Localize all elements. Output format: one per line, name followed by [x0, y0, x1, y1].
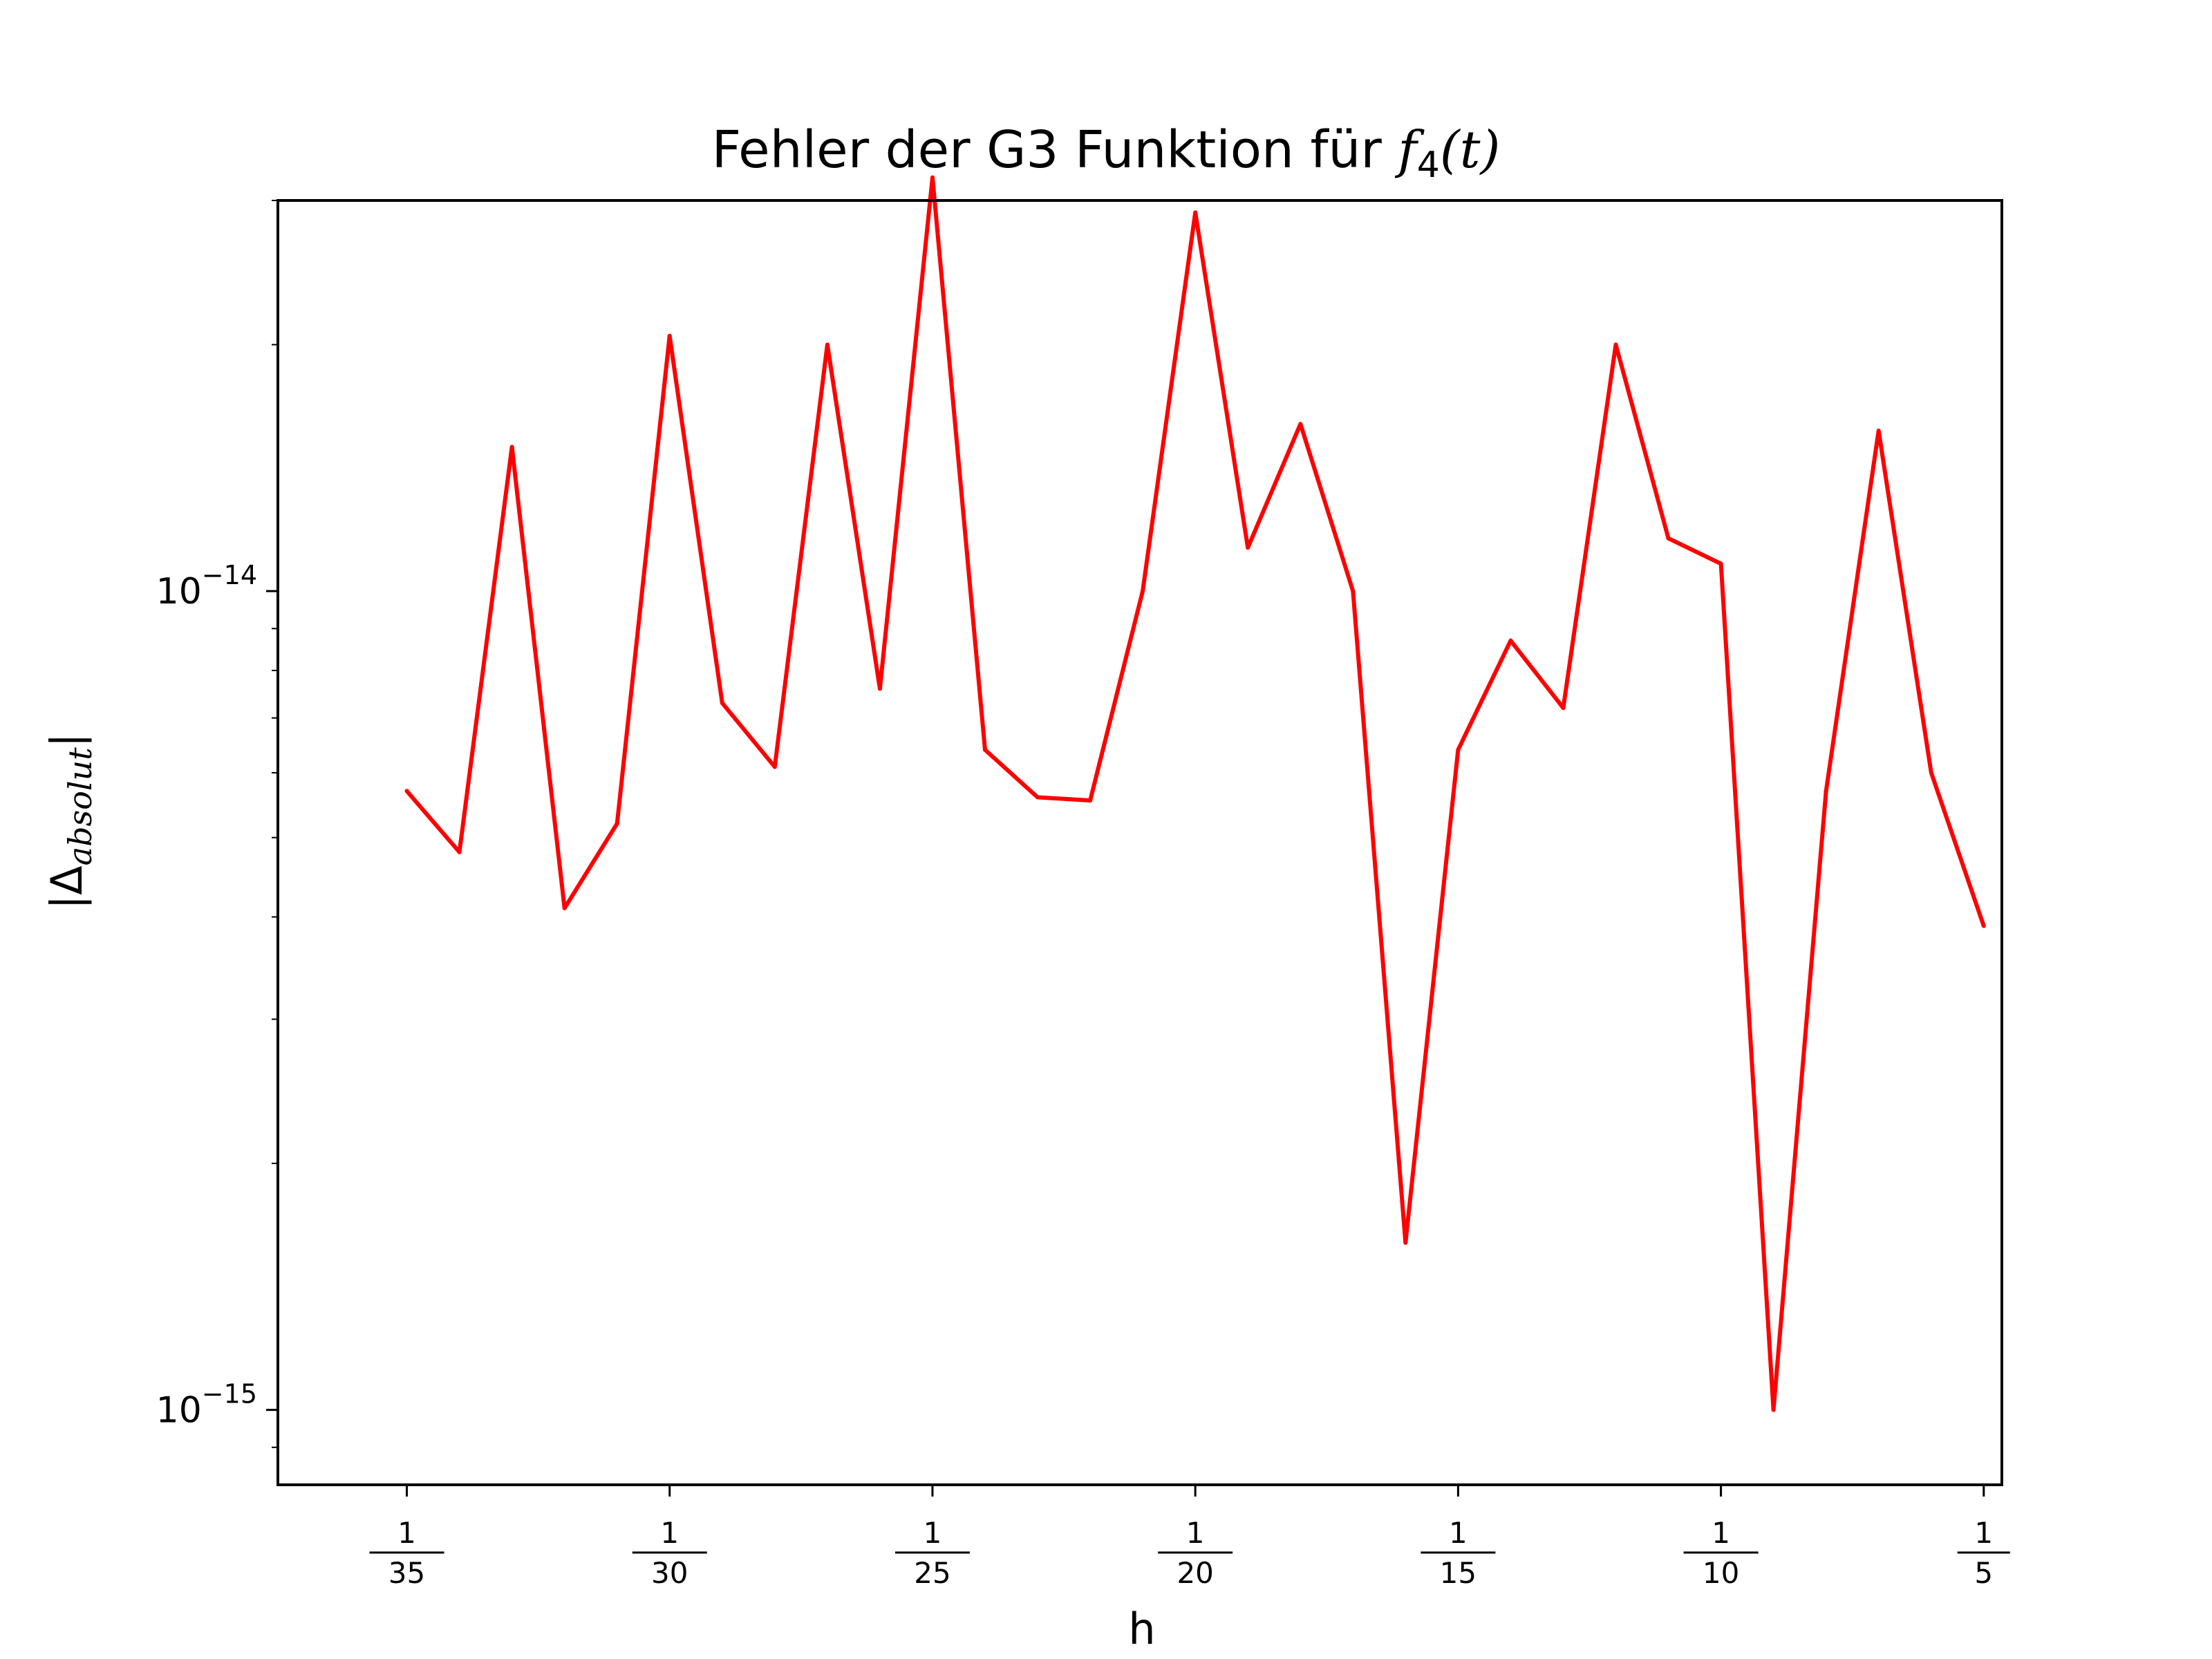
- data-point: [404, 789, 409, 794]
- data-point: [1403, 1240, 1408, 1245]
- x-tick-numerator: 1: [1712, 1516, 1730, 1550]
- x-tick-denominator: 20: [1177, 1556, 1213, 1590]
- x-tick: 15: [1957, 1485, 2010, 1590]
- chart-title-math-sub: 4: [1417, 144, 1440, 186]
- data-point: [720, 701, 724, 705]
- data-point: [1929, 770, 1933, 775]
- x-tick-denominator: 10: [1703, 1556, 1739, 1590]
- x-tick-numerator: 1: [660, 1516, 679, 1550]
- x-tick-denominator: 5: [1974, 1556, 1993, 1590]
- data-point: [1456, 747, 1461, 752]
- x-tick-denominator: 25: [914, 1556, 950, 1590]
- data-point: [983, 747, 987, 752]
- x-tick: 115: [1421, 1485, 1496, 1590]
- data-point: [615, 821, 619, 826]
- y-axis: 10−15 10−14: [156, 200, 278, 1448]
- x-tick: 135: [369, 1485, 444, 1590]
- plot-frame: [276, 199, 2003, 1486]
- y-tick-label: 10−15: [156, 1379, 257, 1432]
- y-tick: 10−15: [156, 1379, 278, 1432]
- data-point: [1876, 429, 1881, 433]
- x-tick: 130: [632, 1485, 707, 1590]
- data-point: [1613, 342, 1618, 347]
- data-point: [457, 850, 462, 854]
- data-point: [930, 175, 935, 180]
- data-point: [1246, 545, 1250, 550]
- x-tick: 120: [1158, 1485, 1233, 1590]
- data-point: [509, 444, 514, 449]
- y-tick: 10−14: [156, 560, 278, 612]
- x-tick: 110: [1683, 1485, 1759, 1590]
- data-point: [562, 906, 567, 910]
- data-point: [825, 342, 830, 347]
- data-point: [1193, 210, 1198, 215]
- data-point: [772, 765, 777, 769]
- data-point: [1771, 1407, 1776, 1412]
- x-tick-numerator: 1: [1974, 1516, 1993, 1550]
- x-tick-numerator: 1: [1449, 1516, 1468, 1550]
- plot-area: [276, 175, 2003, 1486]
- chart-title-math-arg: (t): [1440, 120, 1500, 180]
- y-axis-label: |Δabsolut|: [41, 733, 99, 909]
- data-point: [1035, 795, 1040, 800]
- data-point: [667, 333, 672, 338]
- data-point: [877, 686, 882, 691]
- data-point: [1088, 798, 1093, 803]
- data-point: [1298, 422, 1303, 427]
- x-tick: 125: [894, 1485, 970, 1590]
- chart-title: Fehler der G3 Funktion für f4(t): [712, 120, 1501, 186]
- y-axis-label-sub: absolut: [62, 747, 99, 866]
- x-tick-numerator: 1: [397, 1516, 416, 1550]
- x-tick-denominator: 15: [1440, 1556, 1477, 1590]
- data-point: [1561, 706, 1566, 711]
- x-axis-label: h: [1128, 1604, 1155, 1654]
- data-point: [1666, 536, 1671, 541]
- y-axis-label-suffix: |: [41, 733, 93, 747]
- chart-title-text: Fehler der G3 Funktion für: [712, 120, 1398, 180]
- data-point: [1981, 924, 1986, 928]
- y-tick-label: 10−14: [156, 560, 257, 612]
- x-tick-numerator: 1: [924, 1516, 942, 1550]
- data-point: [1718, 561, 1723, 566]
- data-point: [1508, 638, 1513, 643]
- data-point: [1141, 589, 1145, 594]
- x-tick-denominator: 30: [651, 1556, 688, 1590]
- x-tick-numerator: 1: [1186, 1516, 1205, 1550]
- data-point: [1824, 789, 1828, 794]
- data-point: [1351, 589, 1356, 594]
- x-tick-denominator: 35: [388, 1556, 425, 1590]
- y-axis-label-prefix: |Δ: [41, 865, 93, 909]
